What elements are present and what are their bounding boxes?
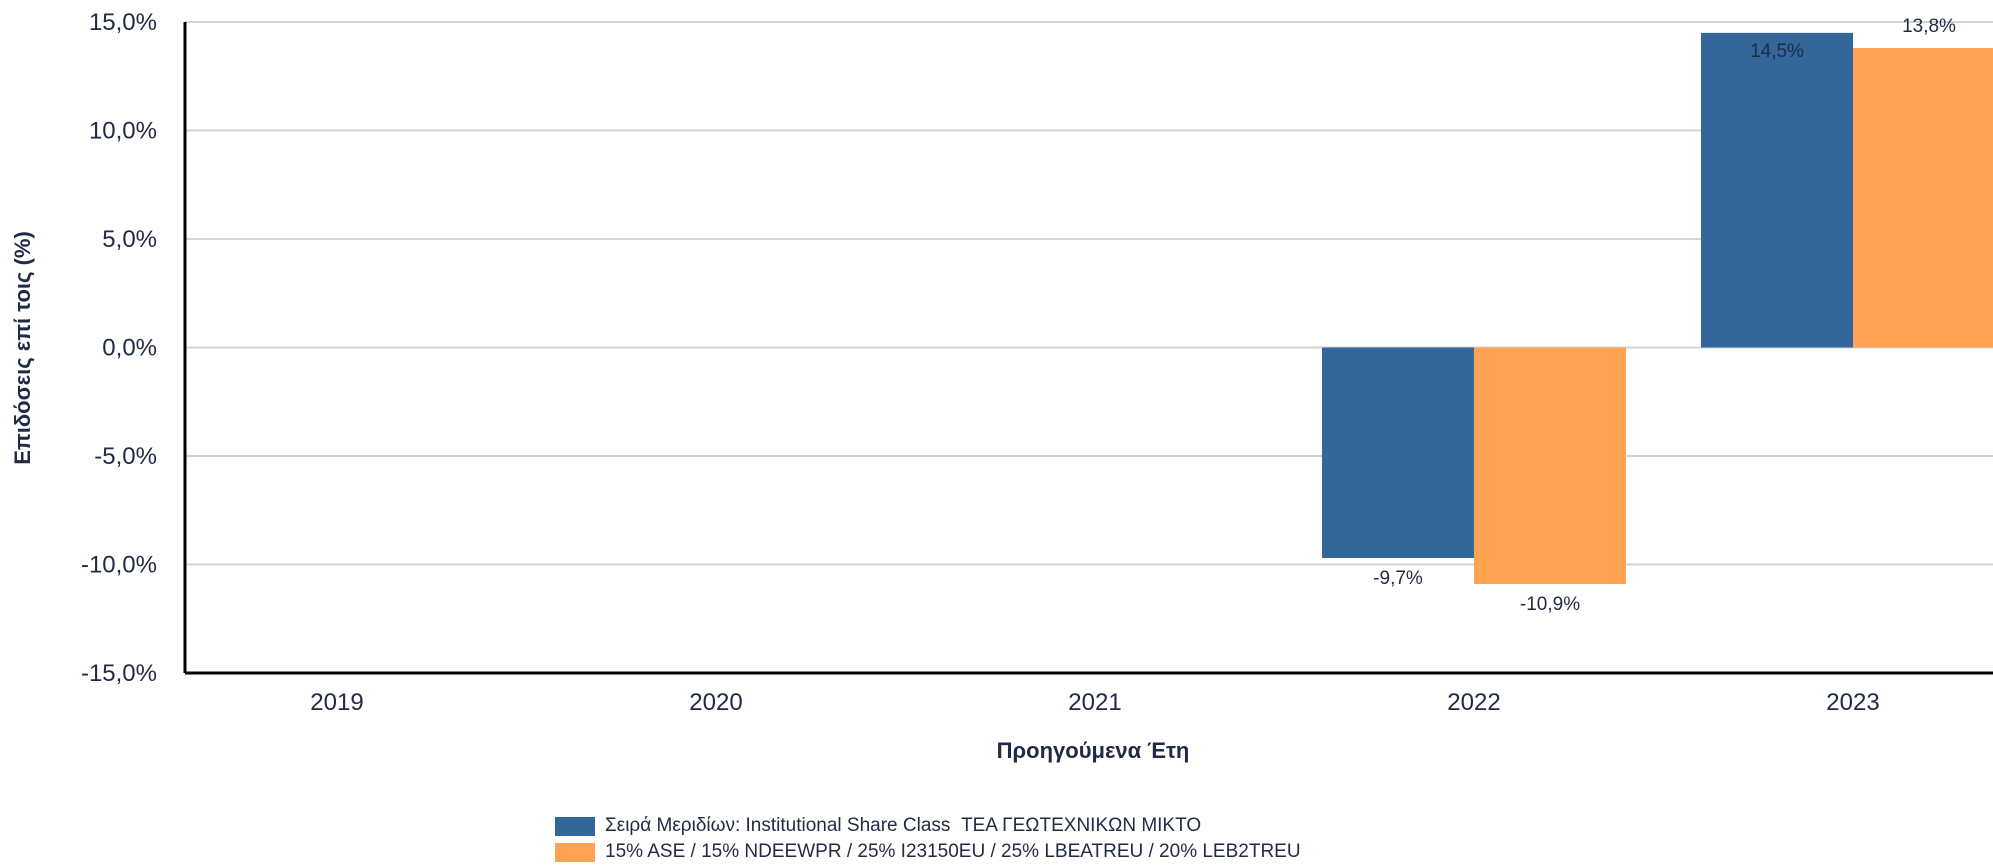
- legend-label-series-2: 15% ASE / 15% NDEEWPR / 25% I23150EU / 2…: [605, 841, 1301, 862]
- legend-item-series-2: 15% ASE / 15% NDEEWPR / 25% I23150EU / 2…: [555, 839, 1301, 865]
- legend-label-series-1: Σειρά Μεριδίων: Institutional Share Clas…: [605, 815, 1202, 836]
- y-axis-title: Επιδόσεις επί τοις (%): [10, 231, 35, 465]
- x-tick-label: 2021: [1068, 689, 1121, 716]
- bar-series-2-2022: [1474, 347, 1626, 585]
- legend-item-series-1: Σειρά Μεριδίων: Institutional Share Clas…: [555, 813, 1301, 839]
- data-labels: -9,7% 14,5% -10,9% 13,8%: [1373, 16, 1956, 615]
- x-tick-label: 2019: [310, 689, 363, 716]
- y-tick-label: -5,0%: [94, 443, 157, 470]
- data-label-series-1-2022: -9,7%: [1373, 568, 1423, 589]
- axes: [183, 22, 1993, 675]
- x-axis-title: Προηγούμενα Έτη: [997, 738, 1190, 763]
- y-tick-label: -10,0%: [81, 552, 157, 579]
- x-tick-label: 2023: [1826, 689, 1879, 716]
- y-tick-label: 0,0%: [102, 335, 157, 362]
- data-label-series-2-2023: 13,8%: [1902, 16, 1956, 37]
- bar-series-1-2023: [1701, 32, 1853, 348]
- data-label-series-1-2023: 14,5%: [1750, 41, 1804, 62]
- y-tick-label: 15,0%: [89, 9, 157, 36]
- grid-lines: [185, 21, 1993, 566]
- x-tick-label: 2020: [689, 689, 742, 716]
- legend: Σειρά Μεριδίων: Institutional Share Clas…: [555, 813, 1301, 865]
- bar-series-1-2022: [1322, 347, 1474, 558]
- bar-series-2-2023: [1853, 48, 1993, 348]
- y-tick-label: 5,0%: [102, 226, 157, 253]
- bars: [1322, 32, 1993, 585]
- tick-labels: 15,0% 10,0% 5,0% 0,0% -5,0% -10,0% -15,0% 2019 2…: [81, 9, 1880, 716]
- legend-swatch-series-1: [555, 816, 595, 836]
- y-tick-label: 10,0%: [89, 118, 157, 145]
- data-label-series-2-2022: -10,9%: [1520, 594, 1580, 615]
- y-tick-label: -15,0%: [81, 660, 157, 687]
- legend-swatch-series-2: [555, 842, 595, 862]
- x-tick-label: 2022: [1447, 689, 1500, 716]
